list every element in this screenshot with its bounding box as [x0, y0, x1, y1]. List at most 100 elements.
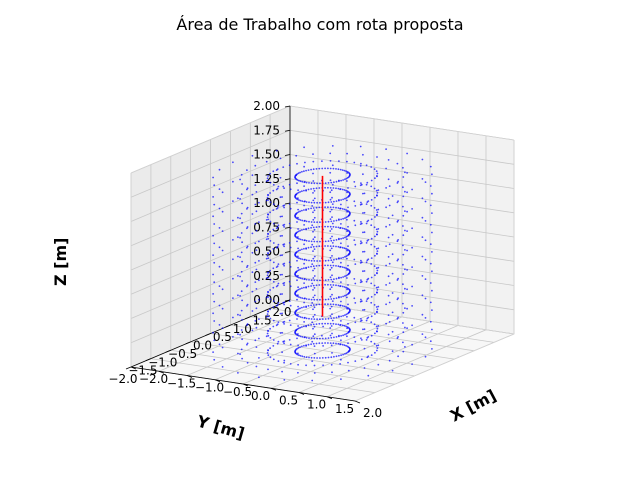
workspace-point — [254, 223, 257, 225]
workspace-point — [360, 203, 363, 206]
workspace-point — [232, 297, 234, 299]
workspace-point — [362, 192, 364, 195]
workspace-point — [345, 274, 348, 277]
workspace-point — [272, 325, 275, 328]
workspace-point — [373, 207, 376, 209]
workspace-point — [354, 302, 357, 304]
workspace-point — [298, 237, 300, 240]
workspace-point — [303, 355, 306, 358]
workspace-point — [251, 290, 254, 293]
workspace-point — [239, 256, 242, 258]
workspace-point — [411, 343, 413, 346]
workspace-point — [297, 266, 299, 269]
workspace-point — [402, 214, 405, 217]
workspace-point — [303, 181, 306, 184]
workspace-point — [283, 206, 285, 209]
workspace-point — [391, 253, 394, 256]
workspace-point — [310, 304, 312, 307]
workspace-point — [354, 263, 357, 265]
workspace-point — [329, 249, 332, 252]
workspace-point — [346, 287, 349, 290]
workspace-point — [330, 305, 333, 308]
workspace-point — [335, 219, 338, 222]
workspace-point — [424, 200, 427, 203]
workspace-point — [288, 222, 291, 225]
workspace-point — [281, 254, 283, 257]
workspace-point — [330, 181, 333, 184]
workspace-point — [337, 226, 340, 229]
workspace-point — [324, 201, 327, 204]
workspace-point — [318, 187, 321, 189]
workspace-point — [318, 245, 321, 248]
workspace-point — [330, 344, 333, 347]
workspace-point — [329, 191, 332, 194]
workspace-point — [391, 195, 394, 197]
workspace-point — [318, 167, 321, 170]
workspace-point — [251, 271, 254, 274]
y-tick-label: −1.0 — [148, 355, 177, 369]
workspace-point — [338, 219, 340, 221]
workspace-point — [265, 238, 268, 241]
workspace-point — [340, 358, 342, 361]
workspace-point — [411, 227, 413, 230]
workspace-point — [313, 190, 316, 192]
workspace-point — [421, 216, 424, 219]
workspace-point — [283, 282, 286, 284]
z-tick-label: 0.75 — [253, 220, 280, 234]
workspace-point — [237, 294, 239, 297]
workspace-point — [303, 200, 306, 203]
workspace-point — [241, 338, 244, 341]
workspace-point — [310, 221, 313, 223]
workspace-point — [299, 199, 302, 202]
workspace-point — [276, 226, 279, 229]
workspace-point — [258, 260, 260, 262]
workspace-point — [339, 363, 341, 365]
workspace-point — [347, 350, 350, 353]
workspace-point — [370, 185, 373, 188]
x-tick — [270, 387, 277, 391]
workspace-point — [331, 280, 334, 283]
workspace-point — [308, 240, 310, 243]
workspace-point — [385, 167, 387, 170]
workspace-point — [269, 220, 272, 223]
workspace-point — [331, 371, 333, 374]
workspace-point — [431, 289, 433, 292]
workspace-point — [324, 283, 326, 286]
workspace-point — [330, 201, 333, 203]
workspace-point — [239, 314, 242, 317]
workspace-point — [213, 184, 216, 187]
workspace-point — [346, 248, 349, 251]
workspace-point — [288, 183, 291, 186]
workspace-point — [331, 293, 333, 296]
workspace-point — [404, 249, 406, 251]
workspace-point — [319, 201, 321, 204]
workspace-point — [312, 187, 315, 190]
workspace-point — [376, 250, 379, 253]
workspace-point — [307, 285, 310, 288]
workspace-point — [360, 318, 362, 320]
workspace-point — [431, 231, 433, 234]
workspace-point — [308, 317, 310, 320]
workspace-point — [345, 352, 348, 355]
y-tick-label: 2.0 — [272, 305, 291, 319]
workspace-point — [332, 284, 335, 286]
workspace-point — [346, 277, 348, 279]
workspace-point — [345, 306, 347, 308]
workspace-point — [303, 321, 305, 323]
workspace-point — [297, 255, 299, 258]
workspace-point — [345, 344, 347, 347]
workspace-point — [346, 190, 349, 193]
workspace-point — [330, 228, 333, 230]
workspace-point — [297, 286, 299, 289]
workspace-point — [376, 327, 379, 330]
workspace-point — [375, 306, 378, 308]
workspace-point — [312, 207, 315, 209]
workspace-point — [288, 242, 291, 244]
workspace-point — [312, 265, 315, 268]
workspace-point — [327, 356, 330, 359]
workspace-point — [385, 187, 387, 189]
workspace-point — [421, 158, 424, 161]
workspace-point — [370, 263, 373, 265]
workspace-point — [303, 306, 305, 308]
workspace-point — [221, 249, 224, 252]
